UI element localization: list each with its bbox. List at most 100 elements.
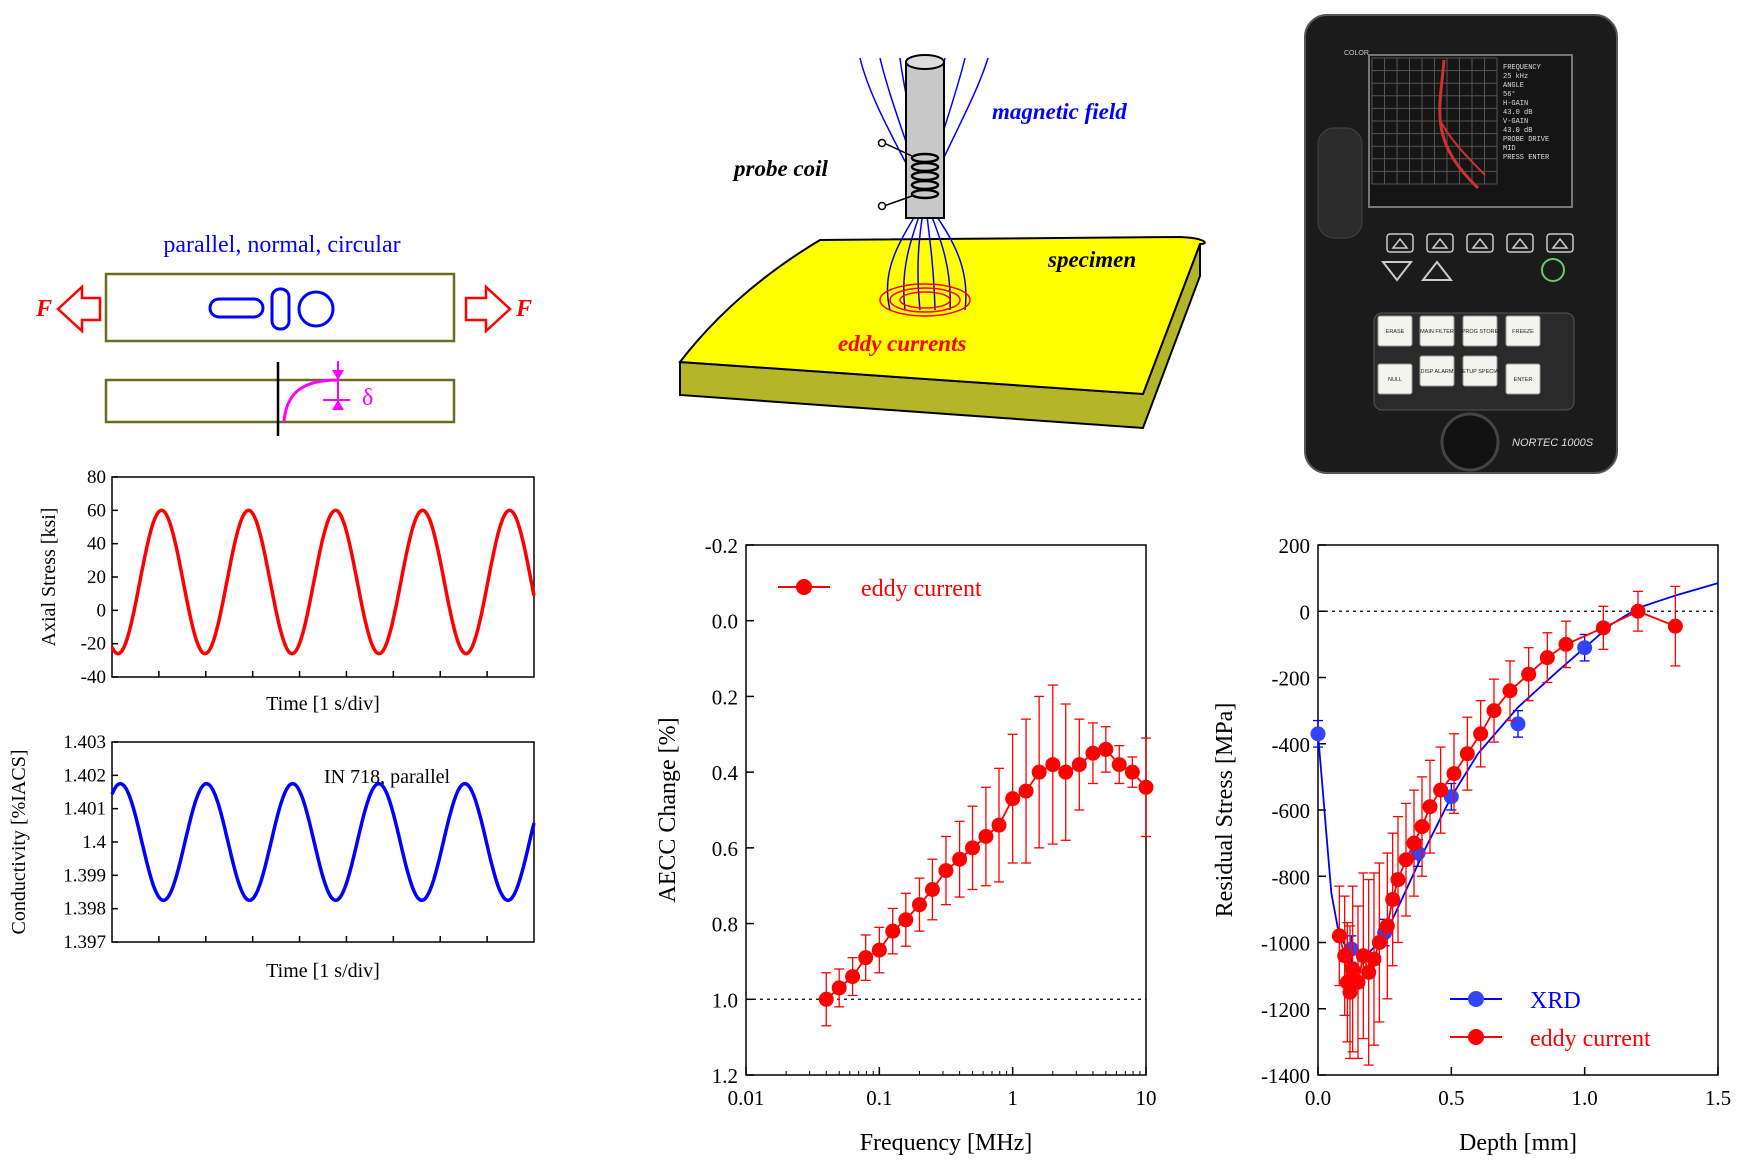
x-tick-label: 0.01 — [728, 1086, 765, 1110]
arrow-key — [1386, 233, 1414, 253]
probe-coil-label: probe coil — [732, 156, 829, 181]
series-line — [110, 508, 536, 656]
data-point — [1337, 948, 1353, 964]
eddy-current-loops — [879, 283, 971, 317]
specimen-side-view — [104, 378, 456, 424]
arrow-key-icon — [1431, 237, 1449, 249]
terminal-top — [877, 138, 887, 148]
chart-residual-stress: Residual Stress [MPa] Depth [mm] XRD edd… — [1212, 534, 1731, 1156]
data-point — [831, 980, 847, 996]
screen-menu-text: MID — [1503, 145, 1516, 153]
y-axis-label: AECC Change [%] — [655, 717, 681, 902]
x-tick-label: 1 — [1007, 1086, 1018, 1110]
legend-label-eddy: eddy current — [1530, 1026, 1651, 1052]
lead-bottom — [883, 195, 913, 207]
data-point — [965, 840, 981, 856]
arrow-key — [1506, 233, 1534, 253]
key-cap — [1462, 355, 1498, 387]
screen-menu-text: PROBE DRIVE — [1503, 136, 1549, 144]
arrow-key — [1466, 233, 1494, 253]
y-axis-label: Axial Stress [ksi] — [38, 508, 60, 647]
x-tick-label: 1.0 — [1572, 1086, 1598, 1110]
data-point — [1502, 683, 1518, 699]
key-cap — [1505, 363, 1541, 395]
y-tick-label: -200 — [1272, 667, 1311, 691]
delta-arrow-top — [332, 370, 344, 380]
x-axis-label: Depth [mm] — [1459, 1130, 1577, 1156]
data-point — [1342, 984, 1358, 1000]
data-point — [1422, 799, 1438, 815]
x-tick-label: 0.1 — [866, 1086, 892, 1110]
data-point — [1414, 819, 1430, 835]
series-line — [110, 781, 536, 903]
arrow-key — [1546, 233, 1574, 253]
lead-top — [883, 142, 913, 157]
eddy-currents-label: eddy currents — [838, 331, 966, 356]
data-point — [1058, 764, 1074, 780]
screen-menu-text: V-GAIN — [1503, 118, 1528, 126]
instrument-knob — [1440, 412, 1500, 472]
data-point — [1521, 666, 1537, 682]
specimen-label: specimen — [1047, 247, 1136, 272]
key-cap — [1377, 363, 1413, 395]
data-point — [818, 991, 834, 1007]
orientation-diagram: parallel, normal, circular F F δ — [35, 232, 532, 436]
force-label-right: F — [515, 296, 532, 322]
x-tick-label: 1.5 — [1705, 1086, 1731, 1110]
data-point — [1071, 757, 1087, 773]
key-label: SETUP SPECIAL — [1459, 369, 1502, 375]
screen-trace-2 — [1439, 119, 1486, 176]
screen-menu-text: PRESS ENTER — [1503, 154, 1550, 162]
y-tick-label: 1.4 — [82, 832, 106, 853]
y-tick-label: 0 — [97, 600, 107, 621]
data-point — [1111, 757, 1127, 773]
orientations-label: parallel, normal, circular — [163, 232, 400, 258]
data-point — [885, 923, 901, 939]
probe-winding — [910, 152, 940, 200]
key-cap — [1505, 315, 1541, 347]
y-tick-label: 1.401 — [63, 799, 106, 820]
data-point — [952, 851, 968, 867]
screen-menu-text: 25 kHz — [1503, 73, 1528, 81]
x-axis-label: Time [1 s/div] — [266, 960, 380, 982]
data-point — [1446, 766, 1462, 782]
specimen-top-view — [104, 272, 456, 343]
key-label: ENTER — [1514, 377, 1533, 383]
data-point — [1667, 618, 1683, 634]
data-point — [1398, 852, 1414, 868]
screen-menu-text: 43.0 dB — [1503, 109, 1532, 117]
plot-frame — [1317, 544, 1719, 1076]
data-point — [1539, 650, 1555, 666]
data-point — [1098, 741, 1114, 757]
data-point — [1045, 757, 1061, 773]
y-tick-label: 80 — [87, 467, 106, 488]
delta-arrow-bottom — [332, 400, 344, 410]
y-tick-label: 1.398 — [63, 899, 106, 920]
instrument-key-labels: ERASE NULL MAIN FILTER DISP ALARM PROG STORE… — [1377, 315, 1541, 395]
data-point — [1406, 835, 1422, 851]
data-point — [1124, 764, 1140, 780]
y-tick-label: -0.2 — [705, 534, 738, 558]
data-point — [1473, 726, 1489, 742]
slot-parallel — [208, 297, 265, 319]
arrow-key-icon — [1511, 237, 1529, 249]
y-tick-label: 200 — [1279, 534, 1311, 558]
y-tick-label: -600 — [1272, 799, 1311, 823]
data-point — [1630, 603, 1646, 619]
screen-grid — [1371, 57, 1498, 185]
y-tick-label: 20 — [87, 567, 106, 588]
y-tick-label: 0.6 — [712, 837, 738, 861]
arrow-key-icon — [1551, 237, 1569, 249]
screen-menu-text: ANGLE — [1503, 82, 1524, 90]
y-tick-label: 0.8 — [712, 913, 738, 937]
y-tick-label: 1.402 — [63, 765, 106, 786]
arrow-key — [1426, 233, 1454, 253]
key-cap — [1462, 315, 1498, 347]
y-tick-label: -1200 — [1261, 998, 1310, 1022]
y-tick-label: -800 — [1272, 865, 1311, 889]
screen-trace — [1438, 59, 1480, 190]
y-tick-label: 1.399 — [63, 865, 106, 886]
delta-label: δ — [362, 385, 373, 411]
